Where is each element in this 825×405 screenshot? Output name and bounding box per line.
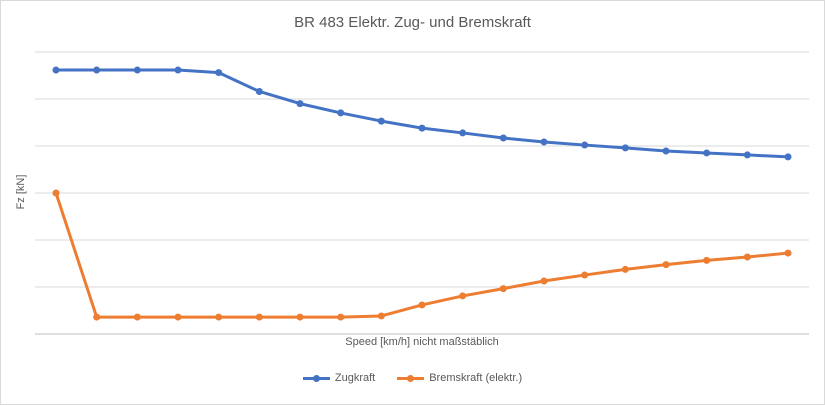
chart-title: BR 483 Elektr. Zug- und Bremskraft <box>294 14 531 31</box>
legend-label-bremskraft: Bremskraft (elektr.) <box>429 372 523 384</box>
legend-item-zugkraft: Zugkraft <box>302 372 376 384</box>
y-axis-label: Fz [kN] <box>15 174 27 210</box>
legend: Zugkraft Bremskraft (elektr.) <box>1 372 824 384</box>
x-axis-label: Speed [km/h] nicht maßstäblich <box>345 336 499 348</box>
legend-label-zugkraft: Zugkraft <box>334 372 376 384</box>
legend-item-bremskraft: Bremskraft (elektr.) <box>397 372 522 384</box>
line-marker-icon <box>397 374 425 382</box>
line-marker-icon <box>302 374 330 382</box>
